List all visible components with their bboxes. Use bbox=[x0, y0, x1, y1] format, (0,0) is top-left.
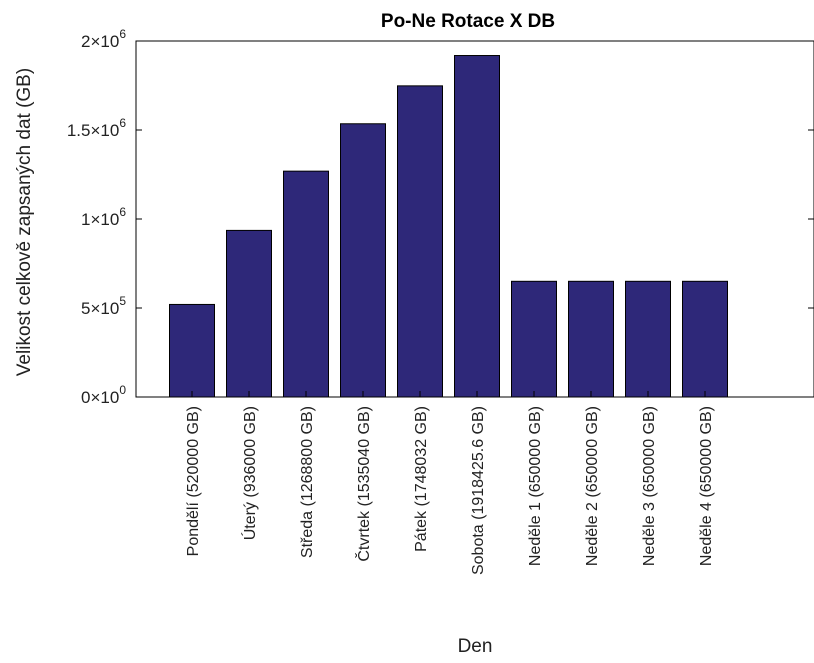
plot-area-frame bbox=[135, 40, 814, 398]
bar bbox=[169, 303, 215, 398]
bar bbox=[511, 280, 557, 398]
x-axis-label: Den bbox=[458, 636, 493, 657]
bar bbox=[568, 280, 614, 398]
x-tick-label: Pondělí (520000 GB) bbox=[185, 406, 202, 556]
x-tick-label: Neděle 2 (650000 GB) bbox=[584, 406, 601, 566]
bar bbox=[340, 123, 386, 398]
x-tick-label: Čtvrtek (1535040 GB) bbox=[354, 406, 373, 562]
y-tick-label: 1.5×106 bbox=[67, 116, 126, 140]
bar bbox=[625, 280, 671, 398]
x-axis-ticks: Pondělí (520000 GB) Úterý (936000 GB) Stře… bbox=[185, 391, 715, 575]
x-tick-label: Pátek (1748032 GB) bbox=[413, 406, 430, 552]
x-tick-label: Středa (1268800 GB) bbox=[299, 406, 316, 558]
y-tick-label: 5×105 bbox=[81, 294, 126, 318]
bar bbox=[454, 55, 500, 398]
bar bbox=[682, 280, 728, 398]
bars-group bbox=[169, 55, 728, 398]
y-tick-label: 1×106 bbox=[81, 205, 126, 229]
y-axis-label: Velikost celkově zapsaných dat (GB) bbox=[14, 68, 35, 376]
x-tick-label: Sobota (1918425.6 GB) bbox=[470, 406, 487, 575]
bar bbox=[226, 229, 272, 398]
x-tick-label: Úterý (936000 GB) bbox=[240, 406, 259, 540]
bar bbox=[397, 85, 443, 398]
bar bbox=[283, 170, 329, 398]
y-tick-label: 2×106 bbox=[81, 27, 126, 51]
y-tick-label: 0×100 bbox=[81, 383, 126, 407]
y-axis-ticks: 0×100 5×105 1×106 1.5×106 2×106 bbox=[67, 27, 814, 407]
x-tick-label: Neděle 4 (650000 GB) bbox=[698, 406, 715, 566]
chart-title: Po-Ne Rotace X DB bbox=[381, 11, 555, 32]
x-tick-label: Neděle 1 (650000 GB) bbox=[527, 406, 544, 566]
x-tick-label: Neděle 3 (650000 GB) bbox=[641, 406, 658, 566]
